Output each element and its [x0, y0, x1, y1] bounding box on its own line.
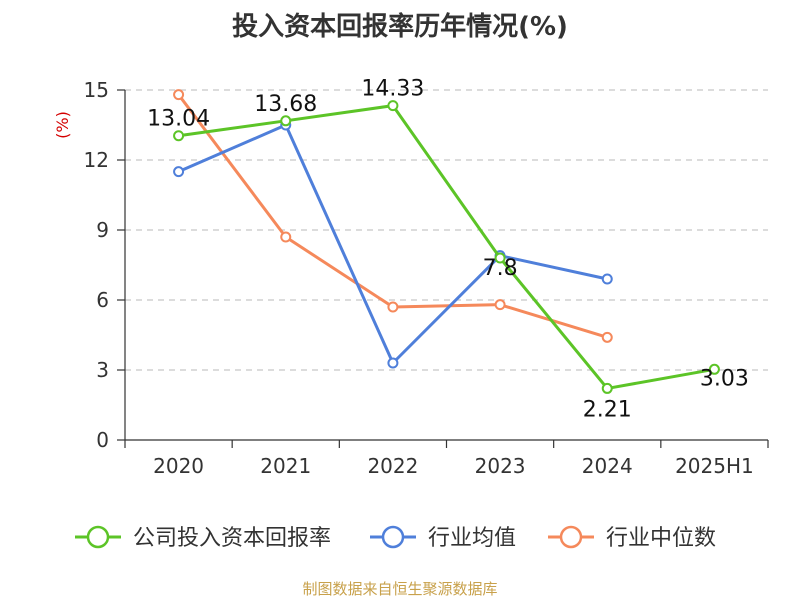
y-tick-label: 3	[96, 358, 109, 382]
source-note: 制图数据来自恒生聚源数据库	[302, 580, 498, 598]
y-axis-unit-label: (%)	[53, 111, 72, 139]
series-line	[177, 93, 608, 339]
legend-label: 行业均值	[428, 526, 516, 551]
data-point	[601, 331, 613, 343]
legend-marker	[381, 525, 405, 549]
series	[173, 89, 720, 394]
x-tick-label: 2023	[475, 454, 526, 478]
data-point	[387, 100, 399, 112]
x-tick-label: 2025H1	[675, 454, 754, 478]
data-point	[387, 357, 399, 369]
data-point	[601, 382, 613, 394]
chart-title: 投入资本回报率历年情况(%)	[232, 12, 568, 42]
axes: 0 3 6 9 12 15 2020 2021 2022 2023 2024 2025H1	[84, 78, 769, 478]
data-label: 13.68	[254, 92, 317, 117]
data-point	[173, 130, 185, 142]
data-point	[708, 363, 720, 375]
data-label: 3.03	[700, 366, 749, 391]
legend-label: 公司投入资本回报率	[133, 526, 331, 551]
legend-label: 行业中位数	[606, 526, 716, 551]
data-point	[494, 252, 506, 264]
data-point	[280, 115, 292, 127]
legend: 公司投入资本回报率 行业均值 行业中位数	[75, 525, 716, 551]
legend-marker	[86, 525, 110, 549]
y-tick-label: 9	[96, 218, 109, 242]
x-tick-label: 2021	[260, 454, 311, 478]
x-tick-label: 2024	[582, 454, 633, 478]
data-point	[494, 299, 506, 311]
y-tick-label: 15	[84, 78, 109, 102]
data-point	[387, 301, 399, 313]
legend-marker	[559, 525, 583, 549]
data-label: 7.8	[483, 256, 518, 281]
data-point	[173, 166, 185, 178]
y-tick-label: 0	[96, 428, 109, 452]
data-labels: 13.04 13.68 14.33 7.8 2.21 3.03	[147, 77, 749, 423]
data-point	[280, 231, 292, 243]
x-tick-label: 2022	[367, 454, 418, 478]
y-tick-label: 6	[96, 288, 109, 312]
data-label: 14.33	[361, 77, 424, 102]
series-line	[178, 104, 715, 390]
data-label: 13.04	[147, 107, 210, 132]
x-tick-label: 2020	[153, 454, 204, 478]
y-tick-label: 12	[84, 148, 109, 172]
grid-lines	[125, 89, 768, 371]
data-label: 2.21	[583, 397, 632, 422]
series-line	[177, 123, 608, 365]
data-point	[173, 89, 185, 101]
data-point	[601, 273, 613, 285]
